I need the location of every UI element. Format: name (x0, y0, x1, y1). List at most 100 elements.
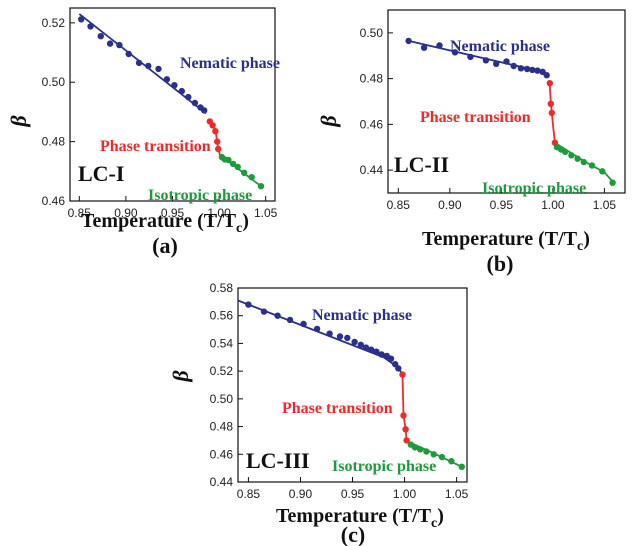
y-tick-label: 0.46 (42, 194, 66, 208)
data-point-nematic (286, 316, 294, 324)
annotation-transition: Phase transition (100, 138, 211, 155)
y-tick-label: 0.50 (360, 26, 384, 40)
x-tick-label: 0.95 (341, 487, 365, 501)
y-tick-label: 0.58 (210, 281, 234, 295)
data-point-nematic (351, 338, 358, 346)
data-point-nematic (534, 67, 541, 74)
data-point-transition (212, 128, 219, 135)
x-axis-label: Temperature (T/Tc) (422, 228, 590, 254)
data-point-nematic (395, 365, 402, 372)
annotation-isotropic: Isotropic phase (482, 180, 586, 197)
data-point-nematic (482, 57, 490, 64)
y-axis-label: β (6, 115, 31, 128)
data-point-nematic (493, 60, 500, 67)
data-point-nematic (300, 320, 307, 328)
data-point-isotropic (599, 168, 606, 175)
x-tick-label: 0.85 (237, 487, 261, 501)
data-point-nematic (373, 348, 380, 355)
data-point-nematic (87, 23, 94, 30)
annotation-isotropic: Isotropic phase (148, 187, 252, 204)
y-tick-label: 0.56 (210, 309, 234, 323)
x-axis-label: Temperature (T/Tc) (81, 210, 249, 236)
data-point-nematic (97, 33, 105, 40)
data-point-nematic (260, 308, 268, 315)
x-axis-label: Temperature (T/Tc) (276, 505, 444, 531)
chart-panel-2: 0.85 0.90 0.95 1.00 1.05 0.44 0.46 0.48 0.50 Nema… (316, 9, 626, 276)
y-tick-label: 0.46 (360, 117, 384, 131)
data-point-nematic (201, 107, 208, 114)
data-point-isotropic (417, 446, 424, 453)
y-tick-label: 0.48 (360, 72, 384, 86)
y-tick-label: 0.50 (42, 75, 66, 89)
x-tick-label: 0.90 (438, 198, 462, 212)
data-point-transition (209, 122, 216, 129)
y-tick-label: 0.48 (210, 420, 234, 434)
y-tick-label: 0.52 (210, 364, 234, 378)
data-point-isotropic (423, 448, 430, 455)
data-point-transition (547, 100, 554, 108)
x-tick-label: 1.00 (541, 198, 565, 212)
data-point-transition (400, 412, 407, 419)
data-point-transition (403, 437, 410, 444)
x-tick-label: 1.05 (593, 198, 617, 212)
data-point-nematic (106, 40, 114, 47)
data-point-transition (214, 138, 221, 145)
data-point-isotropic (568, 152, 575, 159)
data-point-isotropic (430, 451, 437, 458)
sample-label: LC-II (394, 152, 449, 177)
data-point-isotropic (234, 163, 241, 171)
panel-letter: (c) (341, 522, 365, 546)
data-point-nematic (357, 341, 364, 348)
data-point-nematic (145, 62, 152, 70)
data-point-transition (546, 80, 553, 87)
data-point-isotropic (241, 169, 248, 176)
data-point-nematic (436, 42, 443, 49)
y-tick-label: 0.48 (42, 135, 66, 149)
sample-label: LC-III (246, 448, 310, 473)
data-point-nematic (336, 333, 344, 340)
data-point-nematic (274, 312, 281, 319)
data-point-isotropic (562, 148, 569, 155)
data-point-nematic (420, 44, 428, 51)
data-point-isotropic (225, 156, 232, 164)
sample-label: LC-I (78, 161, 124, 186)
x-tick-label: 1.05 (254, 206, 278, 220)
annotation-nematic: Nematic phase (180, 55, 280, 72)
y-axis-label: β (316, 115, 341, 128)
y-tick-label: 0.44 (210, 475, 234, 489)
x-tick-label: 0.90 (114, 206, 138, 220)
data-point-isotropic (248, 174, 255, 181)
x-tick-label: 1.00 (393, 487, 417, 501)
chart-panel-1: 0.85 0.90 0.95 1.00 1.05 0.46 0.48 0.50 0.52 Nema… (6, 7, 280, 258)
data-point-nematic (245, 301, 252, 308)
data-point-nematic (178, 87, 185, 95)
data-point-nematic (378, 351, 385, 358)
x-tick-label: 0.90 (289, 487, 313, 501)
y-axis-label: β (168, 370, 193, 383)
data-point-isotropic (229, 160, 237, 168)
axis-frame (387, 9, 626, 194)
y-tick-label: 0.50 (210, 392, 234, 406)
annotation-nematic: Nematic phase (450, 38, 550, 55)
chart-panel-3: 0.85 0.90 0.95 1.00 1.05 0.44 0.46 0.48 0.50 0.52… (168, 281, 469, 546)
x-tick-label: 0.85 (68, 206, 92, 220)
data-point-nematic (467, 53, 474, 61)
x-tick-label: 0.95 (490, 198, 514, 212)
data-point-nematic (185, 93, 192, 101)
data-point-nematic (362, 344, 370, 351)
data-point-nematic (529, 66, 536, 74)
y-tick-label: 0.44 (360, 163, 384, 177)
data-point-nematic (344, 334, 351, 342)
y-tick-label: 0.54 (210, 336, 234, 350)
x-tick-label: 1.05 (445, 487, 469, 501)
fit-line-nematic (78, 13, 207, 115)
data-point-nematic (125, 50, 132, 58)
data-point-isotropic (257, 183, 265, 190)
data-point-nematic (368, 346, 375, 353)
data-point-isotropic (438, 453, 446, 461)
data-point-nematic (510, 62, 517, 70)
data-point-isotropic (448, 458, 455, 465)
data-point-nematic (171, 82, 178, 89)
data-point-nematic (116, 41, 123, 49)
